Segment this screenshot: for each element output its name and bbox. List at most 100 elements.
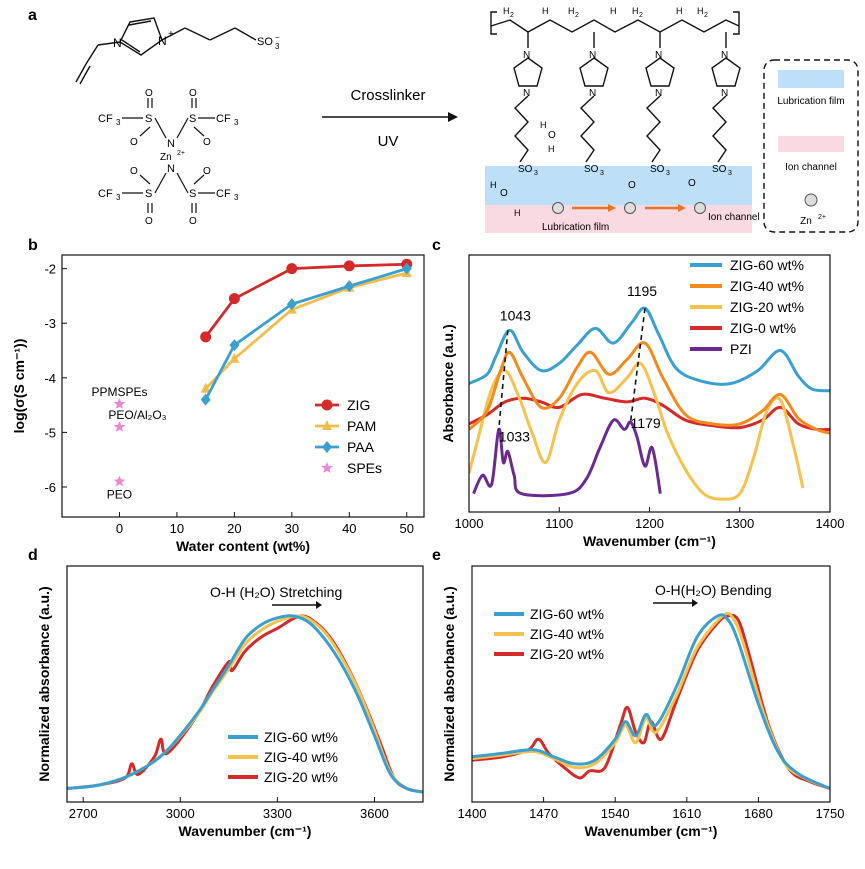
band-label-ion-channel: Ion channel <box>708 212 760 223</box>
chart-c-xtick-label-1: 1100 <box>545 516 573 531</box>
chart-b-xtick-label-4: 40 <box>342 521 356 536</box>
chain-n-3: N <box>655 50 662 61</box>
chart-b-xtick-label-1: 10 <box>170 521 184 536</box>
legend-label-zn: Zn <box>800 216 812 227</box>
panel-label-b: b <box>28 237 38 254</box>
polymer-h2-3: H <box>632 6 639 16</box>
chart-b-annotation-0: PPMSPEs <box>91 385 147 399</box>
panel-label-a: a <box>28 7 37 24</box>
chart-e-legend-label-zig-40-wt-: ZIG-40 wt% <box>530 626 604 642</box>
chart-b-point-zig-2 <box>286 263 298 275</box>
chart-b-line-pam <box>204 271 408 390</box>
chart-c-annotation-1043: 1043 <box>500 307 531 323</box>
chart-c-guide-1043 <box>497 330 509 430</box>
chart-b-point-paa-0 <box>200 393 211 406</box>
tfsi-s-4: S <box>189 188 196 200</box>
chart-d-xlabel: Wavenumber (cm⁻¹) <box>179 823 312 839</box>
chart-e-oh-bending: 1400 1470 1540 1610 1680 1750 Wavenumber (cm⁻¹… <box>441 565 844 839</box>
chart-e-annotation: O-H(H₂O) Bending <box>655 582 772 598</box>
chart-b-legend-marker-zig <box>321 399 333 411</box>
zn-ion-1 <box>552 202 564 214</box>
zn-tfsi-structure <box>122 98 215 213</box>
water-h-1: H <box>540 120 547 130</box>
polymer-h2-2-sub: 2 <box>575 12 579 19</box>
chart-d-legend-label-zig-40-wt-: ZIG-40 wt% <box>264 749 338 765</box>
chart-c-xtick-label-3: 1300 <box>725 516 754 531</box>
chart-b-ytick-label-3: -3 <box>44 316 56 331</box>
chain-so3-4-sub: 3 <box>728 170 732 177</box>
chart-d-oh-stretching: 2700 3000 3300 3600 Wavenumber (cm⁻¹) Normali… <box>36 565 424 839</box>
chart-c-line-zig-40-wt- <box>469 341 830 435</box>
chart-b-ionic-conductivity: 0 10 20 30 40 50 -6 -5 -4 -3 -2 Water content (wt%)… <box>11 254 425 554</box>
chart-b-point-spes-1 <box>113 420 126 432</box>
tfsi-o-2: O <box>189 88 197 99</box>
chart-e-line-zig-60-wt- <box>471 613 831 790</box>
chain-n-7: N <box>655 88 662 99</box>
monomer-n2: N <box>158 34 167 48</box>
chart-b-ytick-label-2: -4 <box>44 371 56 386</box>
chart-e-xtick-label-2: 1540 <box>601 806 630 821</box>
water-o-1: O <box>548 130 556 141</box>
chart-c-xlabel: Wavenumber (cm⁻¹) <box>583 533 716 549</box>
chart-e-frame <box>471 565 831 803</box>
tfsi-cf3-4-sub: 3 <box>234 193 239 202</box>
chart-c-legend-label-zig-40-wt-: ZIG-40 wt% <box>730 278 804 294</box>
chart-b-point-zig-3 <box>343 260 355 272</box>
chart-e-line-zig-40-wt- <box>471 611 831 790</box>
chart-e-ylabel: Normalized absorbance (a.u.) <box>441 586 457 781</box>
chain-n-4: N <box>721 50 728 61</box>
chart-d-xtick-label-2: 3300 <box>263 806 292 821</box>
chain-n-1: N <box>523 50 530 61</box>
chart-b-point-zig-0 <box>200 331 212 343</box>
reaction-arrow-bottom: UV <box>378 133 399 150</box>
legend-swatch-ion-channel <box>778 136 844 152</box>
chart-c-legend-label-pzi: PZI <box>730 341 752 357</box>
zn-ion-label: Zn <box>160 152 172 163</box>
chart-c-annotation-1179: 1179 <box>631 415 661 431</box>
chart-b-legend-label-paa: PAA <box>347 439 375 455</box>
chart-e-xtick-label-4: 1680 <box>744 806 773 821</box>
chart-b-point-spes-0 <box>113 398 126 409</box>
chart-d-line-zig-60-wt- <box>66 614 424 794</box>
chart-c-plot-area <box>469 306 830 501</box>
chart-d-legend-label-zig-60-wt-: ZIG-60 wt% <box>264 729 338 745</box>
chain-so3-2: SO <box>584 164 599 175</box>
transport-arrow-2-head <box>678 204 686 212</box>
legend-zn-ion <box>804 193 818 207</box>
polymer-h2-4-sub: 2 <box>704 12 708 19</box>
chart-b-point-pam-1 <box>229 352 240 363</box>
chart-c-line-zig-20-wt- <box>469 361 805 501</box>
chain-so3-4: SO <box>712 164 727 175</box>
legend-label-lubrication: Lubrication film <box>777 96 844 107</box>
chain-so3-3: SO <box>650 164 665 175</box>
chart-c-line-zig-0-wt- <box>469 392 830 432</box>
polymer-h2-1-sub: 2 <box>510 12 514 19</box>
polymer-h2-3-sub: 2 <box>639 12 643 19</box>
chart-b-point-spes-2 <box>113 475 126 487</box>
water-o-3: O <box>628 180 636 191</box>
chart-b-legend-marker-paa <box>322 441 332 453</box>
chart-b-point-pam-0 <box>200 382 211 393</box>
monomer-charge: + <box>168 29 174 40</box>
water-h-3: H <box>490 180 497 190</box>
chart-e-xtick-label-3: 1610 <box>672 806 701 821</box>
chart-b-legend-marker-pam <box>322 420 332 430</box>
chart-c-ftir-absorbance: 1043 1195 1033 1179 1000 1100 1200 1300 1400 Wave… <box>440 254 845 549</box>
chart-d-xtick-label-3: 3600 <box>360 806 389 821</box>
chart-b-ytick-label-4: -2 <box>44 262 56 277</box>
legend-swatch-lubrication <box>778 70 844 88</box>
tfsi-o-3: O <box>130 137 138 148</box>
water-h-4: H <box>514 208 521 218</box>
reaction-arrow-top: Crosslinker <box>350 87 425 104</box>
chart-c-xtick-label-4: 1400 <box>816 516 845 531</box>
chart-e-line-zig-20-wt- <box>471 613 831 790</box>
panel-label-d: d <box>28 547 38 564</box>
tfsi-o-7: O <box>130 166 138 177</box>
chart-e-xtick-label-1: 1470 <box>529 806 558 821</box>
tfsi-o-5: O <box>145 216 153 227</box>
tfsi-cf3-1: CF <box>98 113 113 125</box>
chart-b-ytick-label-1: -5 <box>44 425 56 440</box>
chart-e-annotation-arrow-head <box>692 599 698 607</box>
chart-c-legend-label-zig-0-wt-: ZIG-0 wt% <box>730 320 796 336</box>
